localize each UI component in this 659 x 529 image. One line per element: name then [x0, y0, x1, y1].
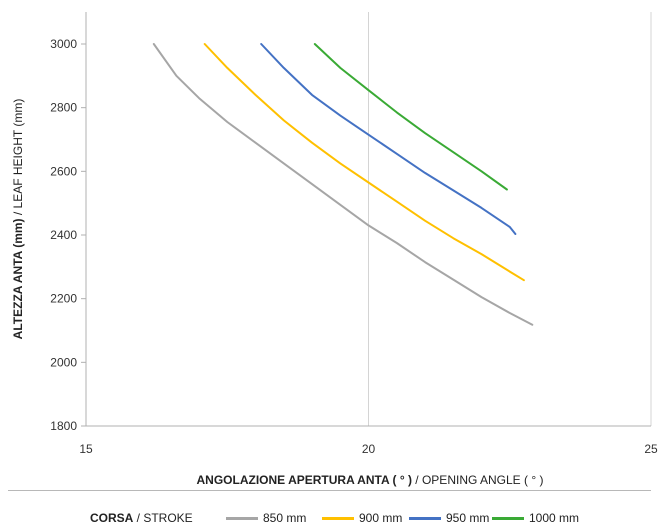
- legend-label: 950 mm: [446, 511, 490, 525]
- series-line-850-mm: [152, 43, 534, 326]
- legend-title-rest: / STROKE: [133, 511, 193, 525]
- x-tick-label: 25: [644, 442, 658, 456]
- legend-title-bold: CORSA: [90, 511, 134, 525]
- series-lines: [152, 43, 534, 326]
- x-tick-label: 15: [79, 442, 93, 456]
- y-tick-label: 2200: [50, 292, 77, 306]
- series-line-900-mm: [203, 43, 525, 282]
- legend-title: CORSA / STROKE: [90, 511, 193, 525]
- legend-label: 1000 mm: [529, 511, 580, 525]
- line-chart: 1800 2000 2200 2400 2600 2800 3000 15 20 25 ANGO…: [11, 12, 658, 487]
- legend-label: 900 mm: [359, 511, 403, 525]
- y-axis-title-bold: ALTEZZA ANTA (mm): [11, 218, 25, 339]
- legend-swatch: [226, 517, 258, 520]
- y-axis-title: ALTEZZA ANTA (mm) / LEAF HEIGHT (mm): [11, 99, 25, 340]
- series-line-1000-mm: [313, 43, 508, 191]
- legend-label: 850 mm: [263, 511, 307, 525]
- legend: CORSA / STROKE 850 mm 900 mm 950 mm 1000 mm: [0, 511, 659, 527]
- legend-swatch: [409, 517, 441, 520]
- gridlines: [368, 12, 652, 426]
- y-tick-label: 2800: [50, 101, 77, 115]
- y-axis-title-rest: / LEAF HEIGHT (mm): [11, 99, 25, 219]
- y-tick-label: 2400: [50, 228, 77, 242]
- legend-divider: [8, 490, 651, 491]
- x-axis-title-rest: / OPENING ANGLE ( ° ): [412, 473, 544, 487]
- legend-swatch: [322, 517, 354, 520]
- x-tick-label: 20: [362, 442, 376, 456]
- x-axis-title-bold: ANGOLAZIONE APERTURA ANTA ( ° ): [197, 473, 412, 487]
- y-tick-label: 1800: [50, 419, 77, 433]
- x-tick-labels: 15 20 25: [79, 442, 658, 456]
- y-tick-label: 2600: [50, 164, 77, 178]
- y-tick-label: 2000: [50, 355, 77, 369]
- series-line-950-mm: [260, 43, 517, 235]
- y-tick-label: 3000: [50, 37, 77, 51]
- x-axis-title: ANGOLAZIONE APERTURA ANTA ( ° ) / OPENIN…: [197, 473, 544, 487]
- legend-swatch: [492, 517, 524, 520]
- y-tick-labels: 1800 2000 2200 2400 2600 2800 3000: [50, 37, 86, 433]
